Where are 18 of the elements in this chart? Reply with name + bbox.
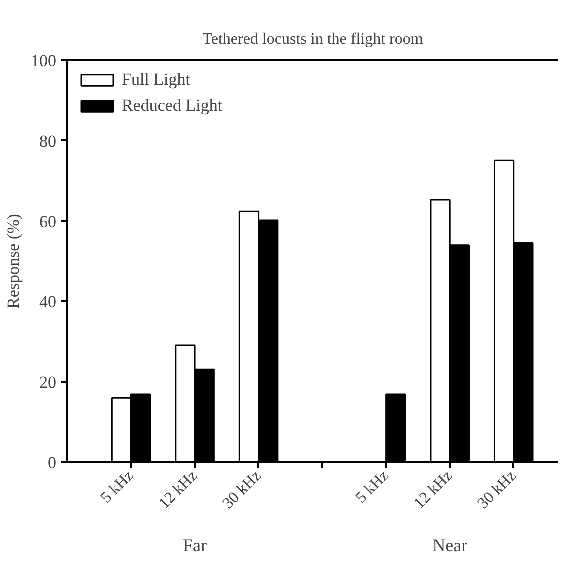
text: Far [183, 536, 208, 556]
y-tick-label: 20 [40, 373, 56, 392]
text: Near [432, 536, 468, 556]
legend-label: Reduced Light [122, 96, 223, 116]
y-axis-title: Response (%) [4, 214, 23, 309]
x-tick-label: 12 kHz [156, 467, 202, 512]
x-tick-label: 30 kHz [220, 467, 265, 512]
y-tick-label: 80 [40, 132, 56, 151]
legend-label: Full Light [122, 70, 190, 90]
x-tick-label: 5 kHz [352, 467, 392, 507]
y-tick-label: 100 [31, 52, 56, 70]
y-tick-label: 60 [40, 212, 56, 232]
x-tick-label: 5 kHz [98, 467, 138, 507]
chart-title: Tethered locusts in the flight room [202, 31, 424, 48]
x-tick-label: 30 kHz [474, 467, 520, 512]
y-tick-label: 0 [48, 454, 56, 472]
x-tick-label: 12 kHz [411, 467, 456, 512]
y-tick-label: 40 [40, 292, 56, 312]
